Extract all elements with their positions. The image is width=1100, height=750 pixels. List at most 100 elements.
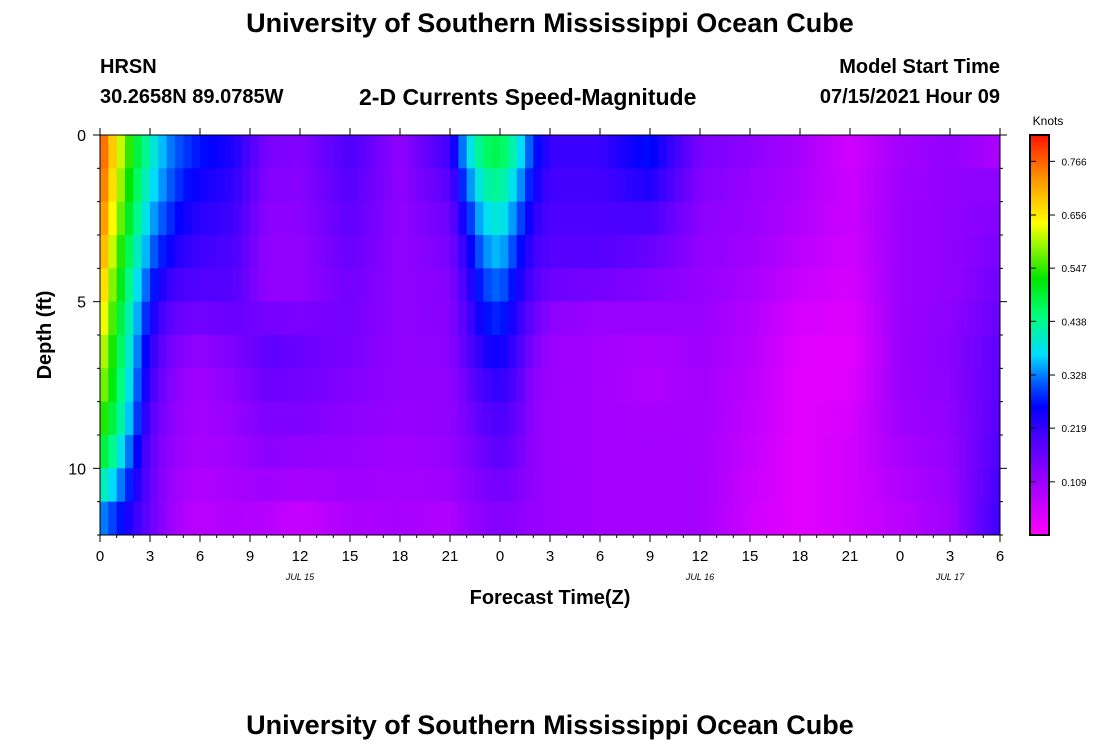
heatmap-cell bbox=[966, 201, 976, 236]
heatmap-cell bbox=[966, 368, 976, 403]
heatmap-cell bbox=[433, 135, 443, 169]
heatmap-cell bbox=[158, 268, 168, 303]
heatmap-cell bbox=[600, 301, 609, 336]
heatmap-cell bbox=[975, 501, 984, 535]
heatmap-cell bbox=[908, 468, 918, 503]
heatmap-cell bbox=[741, 301, 751, 336]
heatmap-cell bbox=[375, 135, 384, 169]
heatmap-cell bbox=[300, 368, 309, 403]
heatmap-cell bbox=[358, 335, 368, 369]
heatmap-cell bbox=[550, 401, 559, 436]
heatmap-cell bbox=[491, 168, 501, 203]
station-coords: 30.2658N 89.0785W bbox=[100, 86, 284, 108]
heatmap-cell bbox=[350, 135, 359, 169]
heatmap-cell bbox=[700, 301, 709, 336]
heatmap-cell bbox=[766, 201, 776, 236]
heatmap-cell bbox=[800, 468, 809, 503]
heatmap-cell bbox=[175, 268, 184, 303]
heatmap-cell bbox=[550, 335, 559, 369]
heatmap-cell bbox=[608, 401, 618, 436]
heatmap-cell bbox=[433, 368, 443, 403]
heatmap-cell bbox=[350, 268, 359, 303]
heatmap-cell bbox=[533, 301, 543, 336]
x-axis: 0 3 6 9 12 15 18 21 0 3 6 9 12 15 18 21 0 3 6 JUL 15 JUL 16 J… bbox=[96, 128, 1004, 582]
heatmap-cell bbox=[158, 435, 168, 469]
heatmap-cell bbox=[641, 168, 651, 203]
heatmap-cell bbox=[175, 401, 184, 436]
heatmap-cell bbox=[216, 168, 226, 203]
heatmap-cell bbox=[841, 468, 851, 503]
heatmap-cell bbox=[841, 301, 851, 336]
heatmap-cell bbox=[175, 501, 184, 535]
heatmap-cell bbox=[908, 168, 918, 203]
heatmap-cell bbox=[966, 468, 976, 503]
heatmap-cell bbox=[383, 368, 393, 403]
heatmap-cell bbox=[391, 401, 401, 436]
heatmap-cell bbox=[108, 435, 118, 469]
heatmap-cell bbox=[783, 135, 793, 169]
heatmap-cell bbox=[891, 268, 901, 303]
heatmap-cell bbox=[241, 335, 251, 369]
heatmap-cell bbox=[233, 401, 243, 436]
heatmap-cell bbox=[691, 368, 701, 403]
heatmap-cell bbox=[316, 235, 326, 269]
heatmap-cell bbox=[900, 468, 909, 503]
heatmap-cell bbox=[991, 301, 1000, 336]
heatmap-cell bbox=[441, 201, 451, 236]
heatmap-cell bbox=[950, 235, 959, 269]
heatmap-cell bbox=[808, 468, 818, 503]
heatmap-cell bbox=[983, 168, 993, 203]
heatmap-cell bbox=[250, 501, 259, 535]
heatmap-cell bbox=[200, 235, 209, 269]
heatmap-cell bbox=[775, 468, 784, 503]
heatmap-cell bbox=[658, 435, 668, 469]
heatmap-cell bbox=[483, 468, 493, 503]
heatmap-cell bbox=[858, 235, 868, 269]
heatmap-cell bbox=[225, 501, 234, 535]
heatmap-cell bbox=[608, 301, 618, 336]
heatmap-cell bbox=[266, 468, 276, 503]
heatmap-cell bbox=[750, 368, 759, 403]
heatmap-cell bbox=[491, 135, 501, 169]
heatmap-cell bbox=[233, 135, 243, 169]
heatmap-cell bbox=[833, 201, 843, 236]
heatmap-cell bbox=[291, 301, 301, 336]
heatmap-cell bbox=[925, 335, 934, 369]
heatmap-cell bbox=[883, 168, 893, 203]
heatmap-cell bbox=[133, 401, 143, 436]
heatmap-cell bbox=[216, 501, 226, 535]
heatmap-cell bbox=[516, 468, 526, 503]
heatmap-cell bbox=[741, 468, 751, 503]
heatmap-cell bbox=[458, 335, 468, 369]
heatmap-cell bbox=[650, 168, 659, 203]
heatmap-cell bbox=[958, 435, 968, 469]
heatmap-cell bbox=[141, 368, 151, 403]
heatmap-cell bbox=[400, 435, 409, 469]
heatmap-cell bbox=[891, 235, 901, 269]
heatmap-cell bbox=[250, 235, 259, 269]
heatmap-cell bbox=[341, 501, 351, 535]
heatmap-cell bbox=[283, 501, 293, 535]
x-tick-label: 6 bbox=[996, 548, 1004, 565]
heatmap-cell bbox=[666, 335, 676, 369]
heatmap-cell bbox=[333, 468, 343, 503]
heatmap-cell bbox=[800, 368, 809, 403]
colorbar-tick-label: 0.438 bbox=[1061, 317, 1086, 328]
heatmap-cell bbox=[983, 201, 993, 236]
heatmap-cell bbox=[183, 501, 193, 535]
heatmap-cell bbox=[675, 501, 684, 535]
heatmap-cell bbox=[591, 501, 601, 535]
heatmap-cell bbox=[333, 135, 343, 169]
heatmap-cell bbox=[450, 335, 459, 369]
heatmap-cell bbox=[325, 468, 334, 503]
heatmap-cell bbox=[600, 468, 609, 503]
heatmap-cell bbox=[116, 501, 126, 535]
heatmap-cell bbox=[833, 168, 843, 203]
heatmap-cell bbox=[275, 201, 284, 236]
heatmap-cell bbox=[558, 168, 568, 203]
heatmap-cell bbox=[208, 301, 218, 336]
heatmap-cell bbox=[766, 235, 776, 269]
heatmap-cell bbox=[716, 401, 726, 436]
heatmap-cell bbox=[758, 235, 768, 269]
heatmap-cell bbox=[408, 301, 418, 336]
